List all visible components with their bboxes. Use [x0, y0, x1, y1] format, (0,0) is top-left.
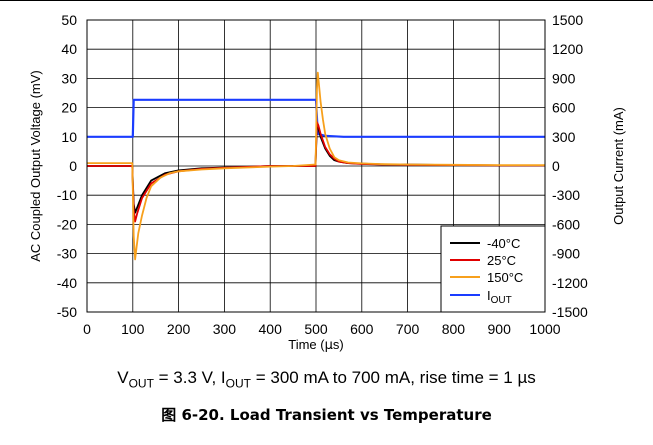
y2-tick-label: 600	[552, 100, 576, 116]
y2-tick-label: -1200	[552, 275, 588, 291]
plot-frame	[86, 19, 546, 313]
x-tick-label: 0	[83, 321, 91, 337]
x-tick-label: 900	[488, 321, 512, 337]
y-tick-label: 30	[61, 70, 77, 86]
y2-tick-label: 1200	[552, 41, 583, 57]
right-axis-ticks: 1500 1200 900 600 300 0 -300 -600 -900 -1200 -1500	[552, 12, 588, 320]
y-tick-label: -20	[57, 216, 77, 232]
x-tick-label: 500	[304, 321, 328, 337]
series-layer	[87, 71, 545, 261]
top-rule	[0, 0, 653, 1]
legend: -40°C 25°C 150°C IOUT	[440, 225, 546, 313]
bottom-axis-ticks: 0 100 200 300 400 500 600 700 800 900 1000	[83, 321, 561, 337]
x-tick-label: 800	[442, 321, 466, 337]
x-tick-label: 600	[350, 321, 374, 337]
y-tick-label: -40	[57, 275, 77, 291]
x-tick-label: 1000	[529, 321, 560, 337]
legend-label-150c: 150°C	[487, 270, 523, 285]
y2-tick-label: 0	[552, 158, 560, 174]
y-tick-label: -10	[57, 187, 77, 203]
x-tick-label: 100	[121, 321, 145, 337]
y2-tick-label: -1500	[552, 304, 588, 320]
y-tick-label: 10	[61, 129, 77, 145]
y2-axis-label: Output Current (mA)	[611, 107, 626, 225]
y-tick-label: 20	[61, 100, 77, 116]
y2-tick-label: -600	[552, 216, 580, 232]
x-axis-label: Time (µs)	[288, 337, 343, 353]
figure-title: 图 6-20. Load Transient vs Temperature	[161, 406, 492, 424]
y-axis-label: AC Coupled Output Voltage (mV)	[28, 70, 43, 262]
y2-tick-label: 900	[552, 70, 576, 86]
legend-box	[440, 225, 546, 313]
y-tick-label: 0	[69, 158, 77, 174]
x-tick-label: 400	[259, 321, 283, 337]
y-tick-label: 50	[61, 12, 77, 28]
left-axis-ticks: 50 40 30 20 10 0 -10 -20 -30 -40 -50	[57, 12, 77, 320]
y2-tick-label: -300	[552, 187, 580, 203]
legend-label-minus40c: -40°C	[487, 236, 520, 251]
figure-caption: VOUT = 3.3 V, IOUT = 300 mA to 700 mA, r…	[117, 368, 536, 391]
x-tick-label: 300	[213, 321, 237, 337]
y-tick-label: 40	[61, 41, 77, 57]
y-tick-label: -50	[57, 304, 77, 320]
legend-label-25c: 25°C	[487, 253, 516, 268]
y2-tick-label: 1500	[552, 12, 583, 28]
x-tick-label: 200	[167, 321, 191, 337]
y2-tick-label: -900	[552, 246, 580, 262]
y-tick-label: -30	[57, 246, 77, 262]
x-tick-label: 700	[396, 321, 420, 337]
series-line-150c	[87, 71, 545, 261]
legend-label-iout: IOUT	[487, 288, 512, 306]
y2-tick-label: 300	[552, 129, 576, 145]
